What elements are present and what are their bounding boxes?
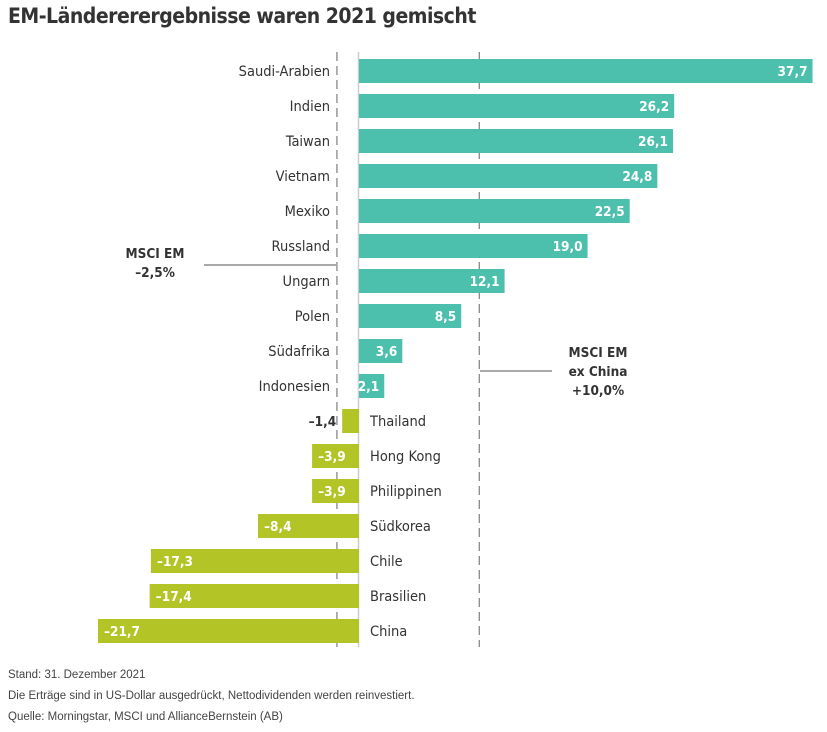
bar-südkorea	[257, 514, 359, 538]
category-label: China	[370, 624, 407, 640]
value-label: 26,1	[638, 134, 668, 150]
bar-saudi-arabien	[359, 59, 813, 83]
category-label: Brasilien	[370, 589, 426, 605]
bar-taiwan	[359, 129, 673, 153]
bar-ungarn	[359, 269, 505, 293]
category-label: Südafrika	[268, 344, 330, 360]
value-label: 37,7	[778, 64, 808, 80]
value-label: –8,4	[264, 519, 292, 535]
category-label: Taiwan	[285, 134, 330, 150]
value-label: 3,6	[376, 344, 398, 360]
bar-russland	[359, 234, 588, 258]
value-label: –1,4	[309, 414, 337, 430]
value-label: –3,9	[318, 484, 346, 500]
bar-philippinen	[312, 479, 359, 503]
value-label: 19,0	[553, 239, 583, 255]
footnote-date: Stand: 31. Dezember 2021	[8, 669, 146, 681]
category-label: Ungarn	[283, 274, 330, 290]
value-label: –21,7	[104, 624, 140, 640]
bar-südafrika	[359, 339, 403, 363]
category-label: Indien	[290, 99, 330, 115]
msci-em-annotation: –2,5%	[135, 265, 175, 281]
msci-em-ex-china-annotation: ex China	[569, 364, 628, 380]
msci-em-ex-china-annotation: MSCI EM	[569, 345, 628, 361]
bar-polen	[359, 304, 462, 328]
bar-hong-kong	[312, 444, 359, 468]
msci-em-ex-china-annotation: +10,0%	[572, 383, 624, 399]
bar-indonesien	[359, 374, 385, 398]
value-label: 22,5	[595, 204, 625, 220]
category-label: Hong Kong	[370, 449, 441, 465]
value-label: 8,5	[435, 309, 457, 325]
footnote-currency: Die Erträge sind in US-Dollar ausgedrück…	[8, 690, 415, 702]
value-label: 12,1	[470, 274, 500, 290]
value-label: 24,8	[622, 169, 652, 185]
category-label: Polen	[295, 309, 330, 325]
category-label: Mexiko	[285, 204, 330, 220]
bar-chile	[150, 549, 359, 573]
value-label: –3,9	[318, 449, 346, 465]
category-label: Indonesien	[259, 379, 330, 395]
value-label: –17,4	[156, 589, 192, 605]
category-label: Chile	[370, 554, 403, 570]
category-label: Saudi-Arabien	[239, 64, 330, 80]
value-label: 2,1	[358, 379, 380, 395]
chart-title: EM-Ländererergebnisse waren 2021 gemisch…	[8, 4, 476, 28]
bar-china	[97, 619, 359, 643]
footnote-source: Quelle: Morningstar, MSCI und AllianceBe…	[8, 711, 283, 723]
msci-em-annotation: MSCI EM	[126, 246, 185, 262]
value-label: 26,2	[639, 99, 669, 115]
bar-brasilien	[149, 584, 359, 608]
bar-thailand	[342, 409, 359, 433]
bar-mexiko	[359, 199, 630, 223]
category-label: Philippinen	[370, 484, 442, 500]
category-label: Russland	[272, 239, 330, 255]
bar-chart: Saudi-Arabien 37,7 Indien 26,2 Taiwan 26,1 Vie…	[97, 52, 813, 647]
category-label: Südkorea	[370, 519, 431, 535]
bar-indien	[359, 94, 675, 118]
category-label: Vietnam	[276, 169, 330, 185]
value-label: –17,3	[157, 554, 193, 570]
category-label: Thailand	[369, 414, 426, 430]
bar-vietnam	[359, 164, 658, 188]
